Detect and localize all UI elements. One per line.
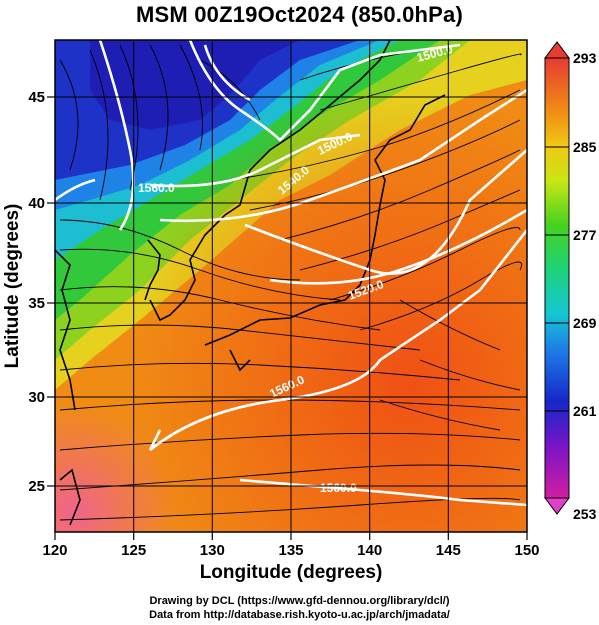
y-tick-label: 45 bbox=[28, 89, 45, 106]
colorbar-bottom-triangle bbox=[544, 497, 570, 515]
colorbar-top-triangle bbox=[544, 41, 570, 59]
coastlines bbox=[55, 40, 446, 526]
y-axis-title: Latitude (degrees) bbox=[2, 204, 23, 369]
y-axis-ticks bbox=[47, 96, 55, 487]
lat-lon-grid bbox=[55, 40, 527, 532]
x-axis-title: Longitude (degrees) bbox=[200, 562, 383, 583]
y-tick-label: 30 bbox=[28, 389, 45, 406]
y-tick-label: 35 bbox=[28, 295, 45, 312]
colorbar-label: 253 bbox=[573, 506, 597, 522]
y-tick-label: 25 bbox=[28, 478, 45, 495]
colorbar-label: 269 bbox=[573, 315, 597, 331]
figure-title: MSM 00Z19Oct2024 (850.0hPa) bbox=[136, 2, 463, 27]
credit-line-data: Data from http://database.rish.kyoto-u.a… bbox=[149, 609, 450, 621]
x-tick-label: 150 bbox=[514, 542, 539, 559]
x-axis-ticks bbox=[54, 532, 528, 540]
colorbar-label: 261 bbox=[573, 403, 597, 419]
x-tick-label: 125 bbox=[121, 542, 146, 559]
colorbar-label: 285 bbox=[573, 139, 597, 155]
x-tick-label: 130 bbox=[200, 542, 225, 559]
colorbar-label: 277 bbox=[573, 227, 597, 243]
contour-label: 1560.0 bbox=[138, 181, 175, 195]
credits: Drawing by DCL (https://www.gfd-dennou.o… bbox=[0, 594, 599, 622]
colorbar: 293 285 277 269 261 253 bbox=[544, 41, 597, 522]
contour-label: 1560.0 bbox=[320, 481, 357, 495]
colorbar-scale bbox=[544, 57, 570, 499]
x-tick-label: 140 bbox=[357, 542, 382, 559]
colorbar-label: 293 bbox=[573, 50, 597, 66]
x-tick-label: 120 bbox=[42, 542, 67, 559]
credit-line-drawing: Drawing by DCL (https://www.gfd-dennou.o… bbox=[149, 595, 450, 607]
x-tick-label: 145 bbox=[436, 542, 461, 559]
y-tick-label: 40 bbox=[28, 195, 45, 212]
x-tick-label: 135 bbox=[278, 542, 303, 559]
height-contours bbox=[55, 40, 527, 507]
